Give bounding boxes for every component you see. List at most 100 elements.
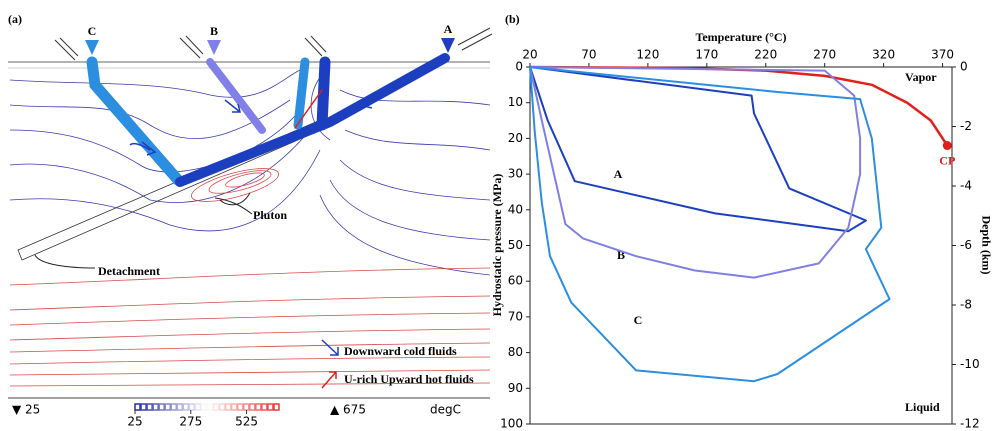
colorbar-unit: degC (430, 403, 461, 417)
isotherm (9, 149, 321, 232)
colorbar-cell (200, 403, 208, 411)
colorbar-cell (146, 403, 153, 411)
critical-point-label: CP (939, 153, 955, 167)
x-tick-label: 220 (754, 48, 777, 62)
path-label: A (444, 22, 453, 36)
panel-label: (b) (505, 12, 520, 26)
isotherm (9, 382, 491, 387)
isotherm (9, 69, 301, 98)
flow-path-b (206, 58, 266, 134)
y-axis-title: Hydrostatic pressure (MPa) (490, 174, 504, 317)
y2-tick-label: -8 (960, 298, 972, 312)
colorbar-cell (134, 403, 141, 411)
marker-c (85, 40, 99, 55)
colorbar-cell (224, 403, 232, 411)
isotherm (339, 159, 491, 201)
arrow (54, 37, 79, 61)
y-tick-label: 50 (508, 238, 523, 252)
colorbar-cell (236, 403, 244, 411)
upflow (294, 89, 323, 129)
y2-tick-label: -12 (960, 417, 980, 431)
series-label: C (634, 313, 643, 327)
y-tick-label: 40 (508, 202, 523, 216)
annotation: Vapor (905, 70, 937, 84)
y2-tick-label: 0 (960, 60, 968, 74)
y-tick-label: 20 (508, 131, 523, 145)
y-tick-label: 100 (500, 417, 523, 431)
pluton-isotherm (191, 168, 279, 202)
colorbar-tick-label: 275 (179, 415, 202, 429)
colorbar-cell (261, 403, 268, 411)
y2-axis-title: Depth (km) (979, 216, 993, 275)
flow-path (293, 57, 310, 130)
colorbar-cell (267, 403, 274, 411)
series-label: A (614, 167, 623, 181)
x-tick-label: 370 (931, 48, 954, 62)
panel-label: (a) (8, 12, 22, 26)
flow-paths (86, 53, 450, 187)
colorbar-max: ▲ 675 (330, 403, 366, 417)
isotherm (9, 312, 491, 326)
critical-point (942, 141, 952, 151)
colorbar-tick-label: 25 (127, 415, 142, 429)
pluton-isotherm (208, 170, 272, 194)
y-tick-label: 0 (515, 60, 523, 74)
colorbar-cell (206, 403, 214, 411)
colorbar-cell (176, 403, 184, 411)
colorbar-cell (188, 403, 196, 411)
y-tick-label: 30 (508, 167, 523, 181)
isotherm (9, 342, 491, 353)
series-line (529, 66, 867, 233)
detachment-label: Detachment (98, 264, 160, 278)
colorbar-cell (164, 403, 171, 411)
colorbar: 25 275 525 (127, 403, 280, 429)
colorbar-cell (152, 403, 159, 411)
arrow (304, 35, 327, 57)
flow-arrow (224, 99, 241, 113)
series-line (529, 66, 862, 279)
x-tick-label: 270 (813, 48, 836, 62)
colorbar-cell (218, 403, 226, 411)
x-tick-label: 170 (695, 48, 718, 62)
colorbar-cell (212, 403, 220, 411)
legend-arrow (321, 371, 337, 389)
x-tick-label: 20 (522, 48, 537, 62)
legend-label: Downward cold fluids (344, 344, 457, 358)
isotherm (344, 129, 491, 151)
isotherm (9, 328, 491, 341)
series-label: B (617, 248, 625, 262)
isotherm (9, 129, 311, 203)
x-axis-title: Temperature (°C) (695, 30, 786, 44)
colorbar-cell (140, 403, 147, 411)
y-tick-label: 70 (508, 309, 523, 323)
isotherm (9, 267, 491, 286)
path-label: C (88, 24, 97, 38)
pluton-pointer (214, 192, 253, 215)
y-tick-label: 60 (508, 274, 523, 288)
y2-tick-label: -10 (960, 357, 980, 371)
y2-tick-label: -2 (960, 119, 972, 133)
isotherm (9, 99, 291, 139)
x-tick-label: 120 (636, 48, 659, 62)
series-line (529, 66, 891, 383)
isotherm (339, 89, 491, 106)
colorbar-cell (273, 403, 280, 411)
flow-path-a (175, 53, 450, 187)
colorbar-cell (255, 403, 262, 411)
blue-contours (9, 67, 491, 276)
y-tick-label: 90 (508, 381, 523, 395)
flow-arrow (129, 141, 157, 156)
isotherm (319, 194, 491, 276)
x-tick-label: 320 (872, 48, 895, 62)
flow-path (316, 56, 331, 131)
y-tick-label: 10 (508, 95, 523, 109)
colorbar-cell (182, 403, 190, 411)
marker-b (207, 40, 221, 55)
colorbar-cell (249, 403, 256, 411)
isotherm (9, 295, 491, 311)
wind-arrows (54, 27, 493, 61)
colorbar-cell (158, 403, 165, 411)
annotation: Liquid (905, 400, 940, 414)
